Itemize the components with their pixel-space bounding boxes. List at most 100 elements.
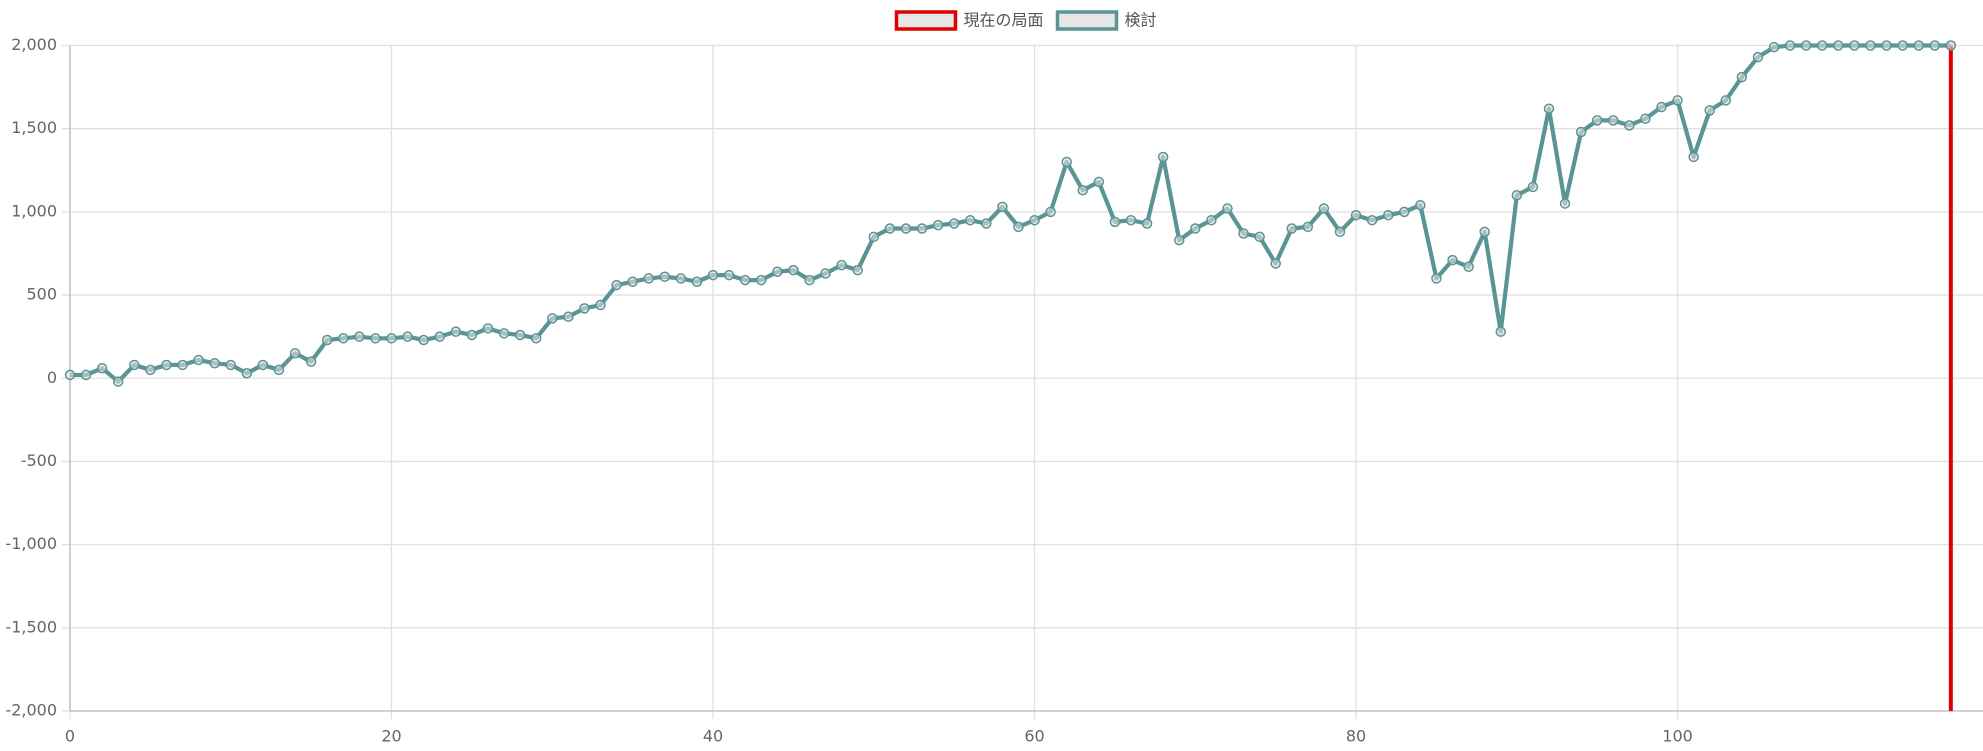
data-point [884, 223, 896, 234]
data-point [370, 333, 381, 344]
data-point [1736, 71, 1748, 83]
data-point [579, 303, 590, 314]
data-point [1125, 214, 1137, 226]
data-point [338, 333, 349, 344]
data-point [1302, 221, 1314, 233]
data-point [659, 271, 671, 283]
data-point [1447, 254, 1458, 266]
data-point [964, 214, 976, 226]
data-point [1173, 234, 1185, 246]
data-point [1254, 231, 1265, 243]
data-point [1575, 126, 1587, 138]
series-line [70, 43, 1951, 384]
data-point [1286, 223, 1297, 234]
data-point [466, 329, 478, 341]
data-point [1382, 209, 1394, 221]
data-point [305, 356, 317, 367]
data-point [96, 363, 108, 374]
data-point [820, 268, 831, 279]
data-point [1881, 40, 1892, 51]
data-point [386, 333, 397, 344]
y-tick-label: 0 [47, 368, 57, 387]
data-point [739, 274, 751, 286]
data-point [1784, 40, 1796, 51]
data-point [852, 264, 863, 276]
data-point [1270, 258, 1281, 269]
data-point [112, 376, 124, 387]
data-point [241, 368, 253, 379]
y-tick-label: -1,000 [5, 534, 57, 553]
data-point [691, 276, 703, 288]
data-point [1318, 203, 1330, 214]
data-point [916, 223, 928, 234]
data-point [900, 223, 912, 234]
data-point [1431, 273, 1442, 284]
y-tick-label: -1,500 [5, 617, 57, 636]
data-point [868, 231, 880, 243]
data-point [1190, 223, 1201, 234]
data-point [1624, 120, 1635, 131]
data-point [514, 329, 526, 341]
y-tick-label: -500 [21, 451, 57, 470]
y-tick-label: 1,500 [11, 118, 57, 137]
data-point [627, 276, 638, 288]
data-point [1415, 199, 1426, 211]
data-point [1849, 40, 1860, 51]
data-point [1945, 40, 1957, 51]
data-point [1559, 198, 1571, 209]
data-point [1350, 209, 1362, 221]
data-point [707, 269, 719, 281]
x-tick-label: 60 [1024, 727, 1044, 746]
data-point [145, 364, 156, 376]
data-point [997, 201, 1008, 213]
data-point [1656, 101, 1667, 113]
data-point [1672, 95, 1683, 106]
data-point [1141, 218, 1153, 229]
data-point [1688, 151, 1699, 163]
data-point [1929, 40, 1941, 51]
y-tick-label: 2,000 [11, 35, 57, 54]
data-point [1527, 181, 1539, 193]
x-tick-label: 80 [1346, 727, 1366, 746]
data-point [1865, 40, 1876, 51]
data-point [981, 218, 992, 229]
data-point [1093, 176, 1105, 188]
data-point [482, 323, 494, 334]
legend-swatch [1055, 10, 1119, 31]
data-point [1816, 40, 1828, 51]
data-point [547, 313, 558, 324]
x-tick-label: 40 [703, 727, 723, 746]
data-point [1720, 95, 1732, 106]
data-point [595, 299, 606, 311]
data-point [434, 331, 445, 342]
y-tick-label: 500 [26, 285, 57, 304]
data-point [1334, 226, 1346, 238]
data-point [948, 218, 960, 229]
data-point [1768, 41, 1780, 53]
data-point [161, 359, 172, 371]
data-point [1029, 214, 1040, 226]
data-point [788, 264, 799, 276]
data-point [1752, 51, 1764, 63]
data-point [772, 266, 783, 278]
data-point [1591, 115, 1603, 126]
data-point [530, 333, 542, 344]
data-point [354, 331, 365, 342]
data-point [611, 279, 622, 291]
data-point [1800, 40, 1812, 51]
data-point [932, 219, 944, 231]
data-point [1897, 40, 1908, 51]
data-point [756, 274, 767, 286]
data-point [402, 331, 413, 342]
legend-label: 検討 [1125, 11, 1157, 30]
data-point [321, 334, 333, 346]
data-point [643, 273, 654, 284]
data-point [209, 358, 220, 369]
x-tick-label: 0 [65, 727, 75, 746]
data-point [1495, 326, 1506, 337]
data-point [129, 359, 140, 371]
data-point [1640, 113, 1651, 124]
data-point [1913, 40, 1924, 51]
data-point [1399, 206, 1410, 218]
